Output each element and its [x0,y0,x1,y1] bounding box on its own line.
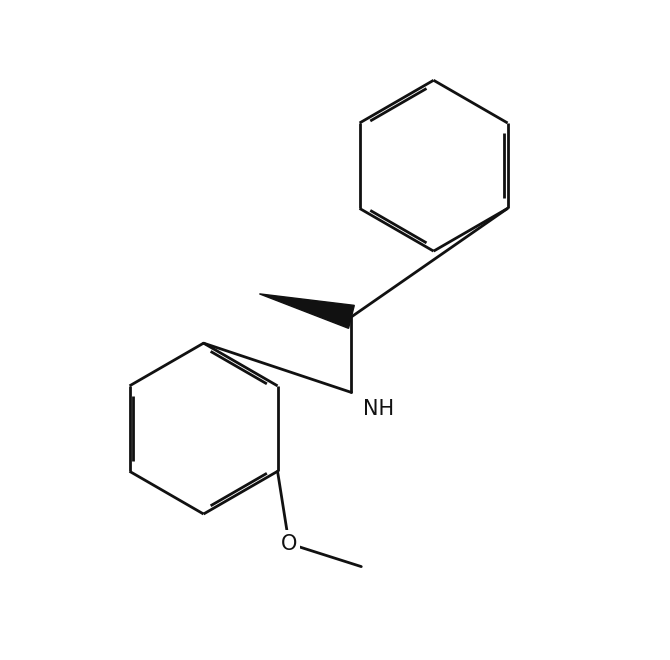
Text: NH: NH [363,399,395,419]
Text: O: O [281,533,297,554]
Polygon shape [259,294,354,328]
